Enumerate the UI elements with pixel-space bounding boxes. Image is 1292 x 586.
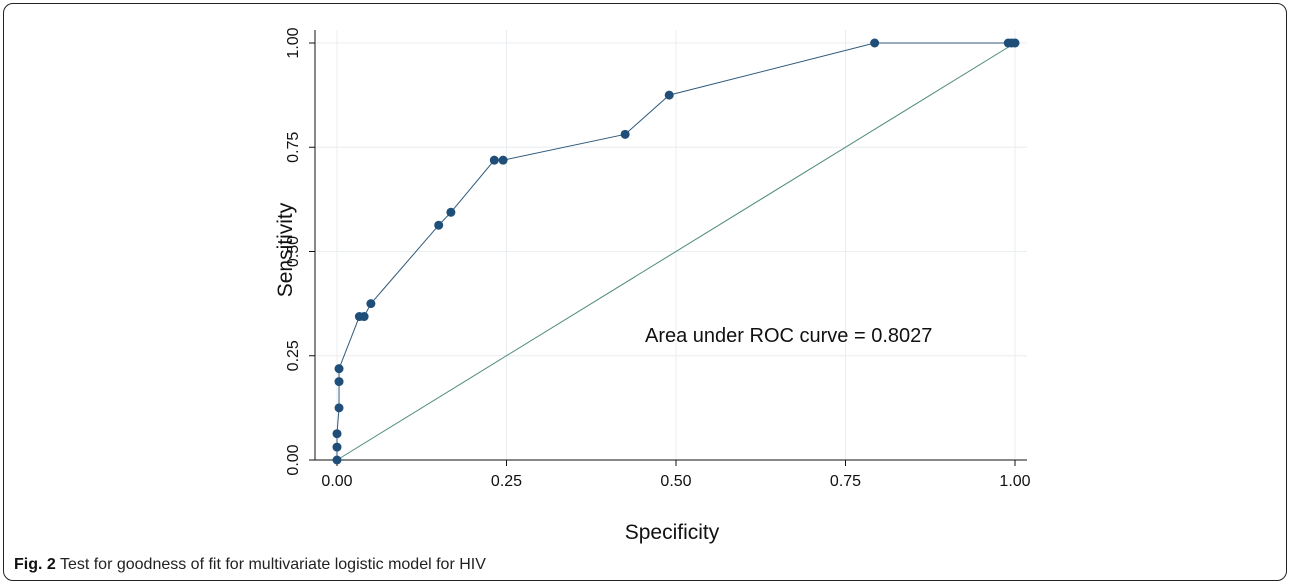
x-tick-label: 0.00 [321, 473, 352, 490]
y-tick-label: 0.00 [285, 444, 302, 475]
roc-point [1010, 38, 1020, 48]
roc-point [332, 429, 342, 439]
reference-diagonal-line [336, 42, 1016, 461]
y-tick-label: 0.50 [285, 236, 302, 267]
x-axis-title: Specificity [625, 521, 720, 544]
figure-frame [3, 3, 1287, 581]
roc-point [334, 403, 344, 413]
x-tick-label: 1.00 [999, 473, 1030, 490]
roc-point [332, 442, 342, 452]
y-axis-title: Sensitivity [274, 202, 297, 297]
roc-point [498, 155, 508, 165]
roc-points [332, 38, 1020, 465]
roc-point [359, 312, 369, 322]
x-tick-label: 0.75 [830, 473, 861, 490]
figure-caption: Fig. 2 Test for goodness of fit for mult… [14, 556, 486, 574]
x-tick-label: 0.50 [660, 473, 691, 490]
roc-point [446, 207, 456, 217]
roc-point [332, 455, 342, 465]
roc-point [870, 38, 880, 48]
roc-point [334, 364, 344, 374]
caption-text: Test for goodness of fit for multivariat… [55, 556, 486, 573]
caption-label: Fig. 2 [14, 556, 56, 573]
roc-point [434, 220, 444, 230]
roc-point [334, 377, 344, 387]
x-tick-label: 0.25 [491, 473, 522, 490]
y-tick-label: 0.25 [285, 340, 302, 371]
y-tick-label: 1.00 [285, 27, 302, 58]
roc-point [620, 129, 630, 139]
ticks: 0.00 0.25 0.50 0.75 1.00 0.00 0.25 0.50 0.75 1.00 [285, 27, 1031, 490]
roc-point [366, 299, 376, 309]
roc-point [664, 90, 674, 100]
auc-annotation: Area under ROC curve = 0.8027 [645, 325, 932, 347]
y-tick-label: 0.75 [285, 132, 302, 163]
roc-point [489, 155, 499, 165]
